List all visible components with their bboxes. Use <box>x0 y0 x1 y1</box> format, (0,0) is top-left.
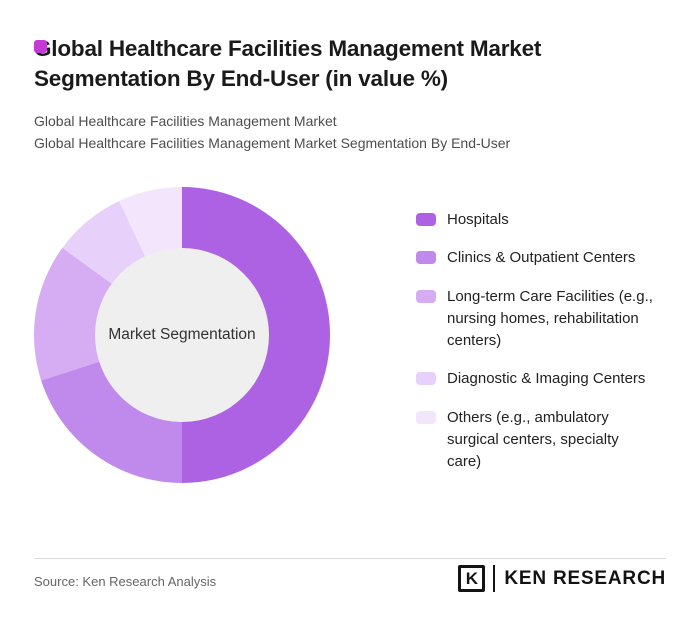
brand-accent-square <box>34 40 47 53</box>
legend-item-longterm-care: Long-term Care Facilities (e.g., nursing… <box>416 286 654 351</box>
legend-item-diagnostic: Diagnostic & Imaging Centers <box>416 368 654 390</box>
legend-item-others: Others (e.g., ambulatory surgical center… <box>416 407 654 472</box>
ken-research-k-icon: K <box>458 565 486 592</box>
ken-research-logo-text: KEN RESEARCH <box>504 567 666 589</box>
subtitle-segmentation: Global Healthcare Facilities Management … <box>34 135 511 152</box>
source-text: Source: Ken Research Analysis <box>34 574 217 589</box>
legend-item-clinics: Clinics & Outpatient Centers <box>416 247 654 269</box>
donut-chart: Market Segmentation <box>34 186 330 483</box>
legend-swatch-diagnostic <box>416 372 436 386</box>
legend-label-hospitals: Hospitals <box>447 210 509 228</box>
legend-swatch-clinics <box>416 251 436 265</box>
legend-label-longterm-care: Long-term Care Facilities (e.g., nursing… <box>447 288 653 349</box>
ken-research-logo: K KEN RESEARCH <box>458 565 666 592</box>
legend-swatch-others <box>416 411 436 425</box>
donut-center: Market Segmentation <box>95 247 269 422</box>
footer-divider <box>34 558 666 559</box>
donut-center-label: Market Segmentation <box>108 325 256 343</box>
legend-label-clinics: Clinics & Outpatient Centers <box>447 249 636 267</box>
legend-swatch-hospitals <box>416 212 436 226</box>
subtitle-market: Global Healthcare Facilities Management … <box>34 113 337 130</box>
chart-subtitles: Global Healthcare Facilities Management … <box>34 110 666 154</box>
legend-label-others: Others (e.g., ambulatory surgical center… <box>447 409 619 470</box>
chart-legend: Hospitals Clinics & Outpatient Centers L… <box>416 187 654 490</box>
legend-label-diagnostic: Diagnostic & Imaging Centers <box>447 370 646 388</box>
chart-area: Market Segmentation Hospitals Clinics & … <box>34 186 700 490</box>
page-title: Global Healthcare Facilities Management … <box>34 36 542 91</box>
legend-swatch-longterm-care <box>416 290 436 304</box>
legend-item-hospitals: Hospitals <box>416 209 654 231</box>
logo-divider-bar <box>493 565 496 592</box>
